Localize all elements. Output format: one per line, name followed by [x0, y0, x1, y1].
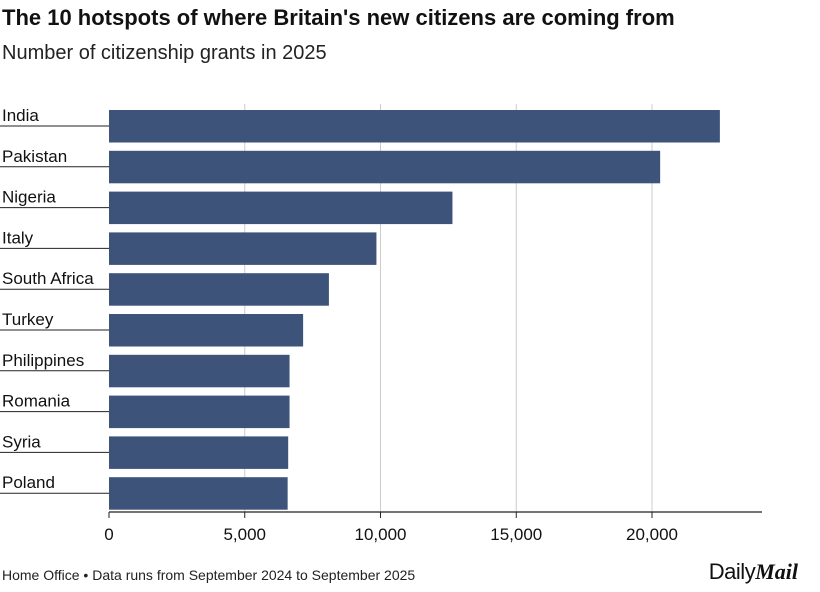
- category-label-italy: Italy: [2, 228, 34, 247]
- bar-south-africa: [109, 273, 329, 306]
- x-tick-label-2: 10,000: [355, 525, 407, 544]
- logo-part-daily: Daily: [708, 559, 756, 584]
- x-tick-label-4: 20,000: [626, 525, 678, 544]
- category-label-india: India: [2, 106, 39, 125]
- daily-mail-logo: DailyMail: [709, 559, 798, 585]
- x-tick-label-1: 5,000: [223, 525, 266, 544]
- category-label-nigeria: Nigeria: [2, 188, 56, 207]
- category-labels: India Pakistan Nigeria Italy South Africa Tur…: [0, 106, 109, 494]
- bar-romania: [109, 395, 290, 429]
- bar-turkey: [109, 314, 304, 347]
- bar-pakistan: [109, 150, 661, 184]
- category-label-romania: Romania: [2, 392, 71, 411]
- bar-nigeria: [109, 191, 453, 225]
- bar-poland: [109, 477, 288, 510]
- source-note: Home Office • Data runs from September 2…: [2, 567, 416, 583]
- category-label-poland: Poland: [2, 473, 55, 492]
- logo-part-mail: Mail: [755, 559, 798, 584]
- category-label-pakistan: Pakistan: [2, 147, 67, 166]
- bar-syria: [109, 436, 289, 469]
- category-label-turkey: Turkey: [2, 310, 54, 329]
- category-label-syria: Syria: [2, 432, 41, 451]
- x-axis: 0 5,000 10,000 15,000 20,000: [104, 511, 762, 544]
- category-label-south-africa: South Africa: [2, 269, 94, 288]
- bar-italy: [109, 232, 377, 265]
- chart-subtitle: Number of citizenship grants in 2025: [2, 42, 327, 64]
- bar-india: [109, 110, 720, 143]
- bars: [109, 110, 720, 510]
- x-tick-label-3: 15,000: [490, 525, 542, 544]
- chart-title: The 10 hotspots of where Britain's new c…: [2, 5, 675, 30]
- category-label-philippines: Philippines: [2, 351, 84, 370]
- x-tick-label-0: 0: [104, 525, 113, 544]
- bar-philippines: [109, 354, 290, 388]
